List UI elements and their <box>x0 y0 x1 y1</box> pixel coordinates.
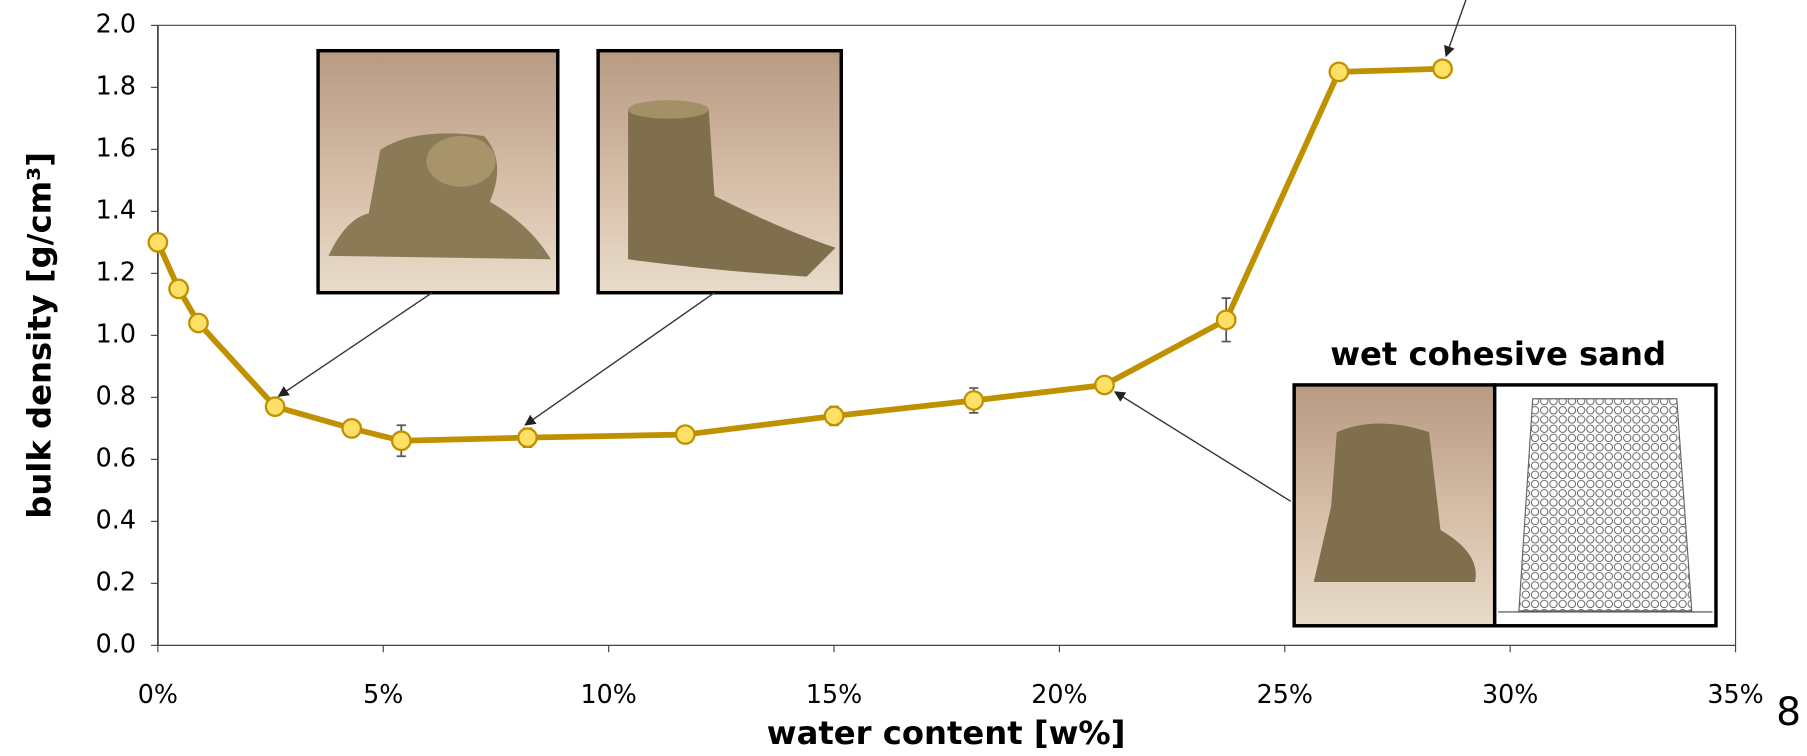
y-axis-title: bulk density [g/cm³] <box>20 152 58 519</box>
data-point <box>189 314 207 332</box>
photo-inset <box>598 51 841 293</box>
data-point <box>342 419 360 437</box>
data-point <box>1330 63 1348 81</box>
y-tick-label: 0.6 <box>96 442 136 472</box>
x-tick-label: 20% <box>1031 679 1087 709</box>
x-tick-label: 35% <box>1707 679 1763 709</box>
x-tick-label: 5% <box>363 679 403 709</box>
y-tick-label: 1.2 <box>96 256 136 286</box>
annotation: wet cohesive sand <box>1330 335 1666 373</box>
data-point <box>392 432 410 450</box>
y-tick-label: 1.0 <box>96 318 136 348</box>
data-point <box>149 233 167 251</box>
y-tick-label: 1.4 <box>96 194 136 224</box>
y-tick-label: 0.2 <box>96 566 136 596</box>
y-tick-label: 0.8 <box>96 380 136 410</box>
x-tick-label: 25% <box>1257 679 1313 709</box>
callout-arrow <box>1446 0 1466 56</box>
page-number: 8 <box>1776 690 1801 735</box>
callout-arrow <box>279 293 433 397</box>
data-point <box>965 391 983 409</box>
photo-inset <box>1294 385 1495 626</box>
y-tick-label: 1.8 <box>96 70 136 100</box>
data-point <box>676 425 694 443</box>
data-point <box>1433 60 1451 78</box>
data-point <box>1095 376 1113 394</box>
y-tick-label: 1.6 <box>96 132 136 162</box>
chart: wet cohesive sand water content [w%] bul… <box>0 0 1807 756</box>
data-point <box>825 407 843 425</box>
callout-arrow <box>525 293 714 425</box>
data-point <box>518 428 536 446</box>
x-tick-label: 30% <box>1482 679 1538 709</box>
x-tick-label: 15% <box>806 679 862 709</box>
y-tick-label: 0.4 <box>96 504 136 534</box>
y-tick-label: 0.0 <box>96 628 136 658</box>
data-point <box>266 397 284 415</box>
callout-arrow <box>1115 392 1291 501</box>
data-point <box>1217 311 1235 329</box>
y-tick-label: 2.0 <box>96 8 136 38</box>
data-point <box>169 280 187 298</box>
photo-inset <box>318 51 558 293</box>
x-tick-label: 0% <box>138 679 178 709</box>
x-axis-title: water content [w%] <box>767 714 1126 752</box>
x-tick-label: 10% <box>580 679 636 709</box>
simulation-inset <box>1495 385 1716 626</box>
